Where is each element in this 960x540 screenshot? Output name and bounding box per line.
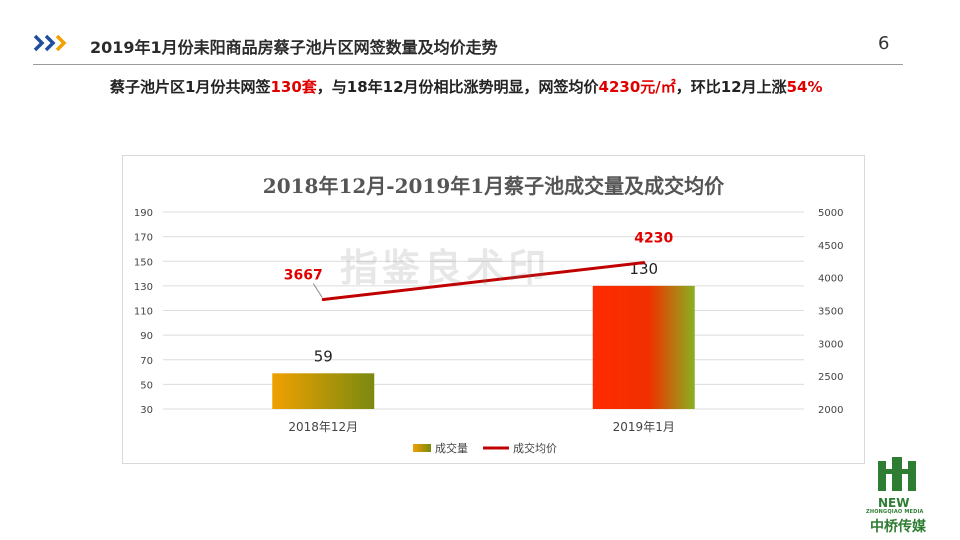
combo-chart: 30 50 70 90 110 130 150 170 190 2000 2500 3000 3500…: [134, 208, 844, 455]
left-tick-label: 130: [134, 282, 153, 293]
summary-part-3: ，环比12月上涨: [675, 78, 787, 96]
bar-value-label: 59: [314, 347, 333, 365]
summary-price: 4230元/㎡: [598, 78, 676, 96]
price-point: [642, 261, 646, 265]
left-tick-label: 150: [134, 257, 153, 268]
summary-count: 130套: [270, 78, 317, 96]
legend-line-label: 成交均价: [513, 441, 557, 455]
logo-new-text: NEW: [878, 496, 910, 510]
logo-subtitle: ZHONGQIAO MEDIA: [866, 509, 924, 515]
gridlines: [163, 211, 804, 410]
right-tick-label: 3000: [818, 339, 843, 350]
summary-text: 蔡子池片区1月份共网签130套，与18年12月份相比涨势明显，网签均价4230元…: [88, 72, 888, 102]
right-tick-label: 2000: [818, 405, 843, 416]
right-tick-label: 4500: [818, 241, 843, 252]
chart-container: 2018年12月-2019年1月蔡子池成交量及成交均价 30 50 70 90 110 1…: [122, 155, 865, 464]
bar: [592, 285, 695, 409]
price-value-label: 4230: [634, 231, 673, 247]
right-axis-ticks: 2000 2500 3000 3500 4000 4500 5000: [818, 208, 843, 416]
x-axis-labels: 2018年12月 2019年1月: [288, 420, 675, 434]
summary-percent: 54%: [786, 78, 823, 96]
left-tick-label: 50: [140, 380, 153, 391]
right-tick-label: 5000: [818, 208, 843, 219]
page-number: 6: [878, 33, 890, 54]
line-series: 3667 4230: [284, 231, 673, 302]
left-tick-label: 30: [140, 405, 153, 416]
summary-part-2: ，与18年12月份相比涨势明显，网签均价: [316, 78, 599, 96]
left-tick-label: 110: [134, 307, 153, 318]
right-tick-label: 2500: [818, 372, 843, 383]
left-tick-label: 190: [134, 208, 153, 219]
summary-part-1: 蔡子池片区1月份共网签: [110, 78, 271, 96]
legend-bar-swatch: [413, 444, 431, 452]
chart-title: 2018年12月-2019年1月蔡子池成交量及成交均价: [262, 174, 725, 198]
right-tick-label: 4000: [818, 274, 843, 285]
price-point: [321, 298, 325, 302]
left-tick-label: 90: [140, 331, 153, 342]
left-tick-label: 70: [140, 356, 153, 367]
header-divider: [33, 64, 903, 65]
price-line: [323, 261, 644, 302]
x-tick-label: 2018年12月: [288, 420, 358, 434]
legend: 成交量 成交均价: [413, 441, 557, 455]
left-axis-ticks: 30 50 70 90 110 130 150 170 190: [134, 208, 153, 416]
watermark-text: 指鉴良术印: [340, 246, 551, 290]
zhongqiao-logo-icon: [878, 457, 916, 491]
price-value-label: 3667: [284, 268, 323, 284]
right-tick-label: 3500: [818, 307, 843, 318]
x-tick-label: 2019年1月: [613, 420, 675, 434]
label-leader: [312, 283, 323, 298]
logo-name: 中桥传媒: [870, 519, 926, 535]
legend-bar-label: 成交量: [435, 441, 468, 455]
left-tick-label: 170: [134, 233, 153, 244]
page-title: 2019年1月份耒阳商品房蔡子池片区网签数量及均价走势: [90, 38, 498, 57]
slide-header: 2019年1月份耒阳商品房蔡子池片区网签数量及均价走势 6: [0, 0, 960, 70]
bar: [272, 373, 375, 409]
chevrons-icon: [33, 34, 67, 52]
